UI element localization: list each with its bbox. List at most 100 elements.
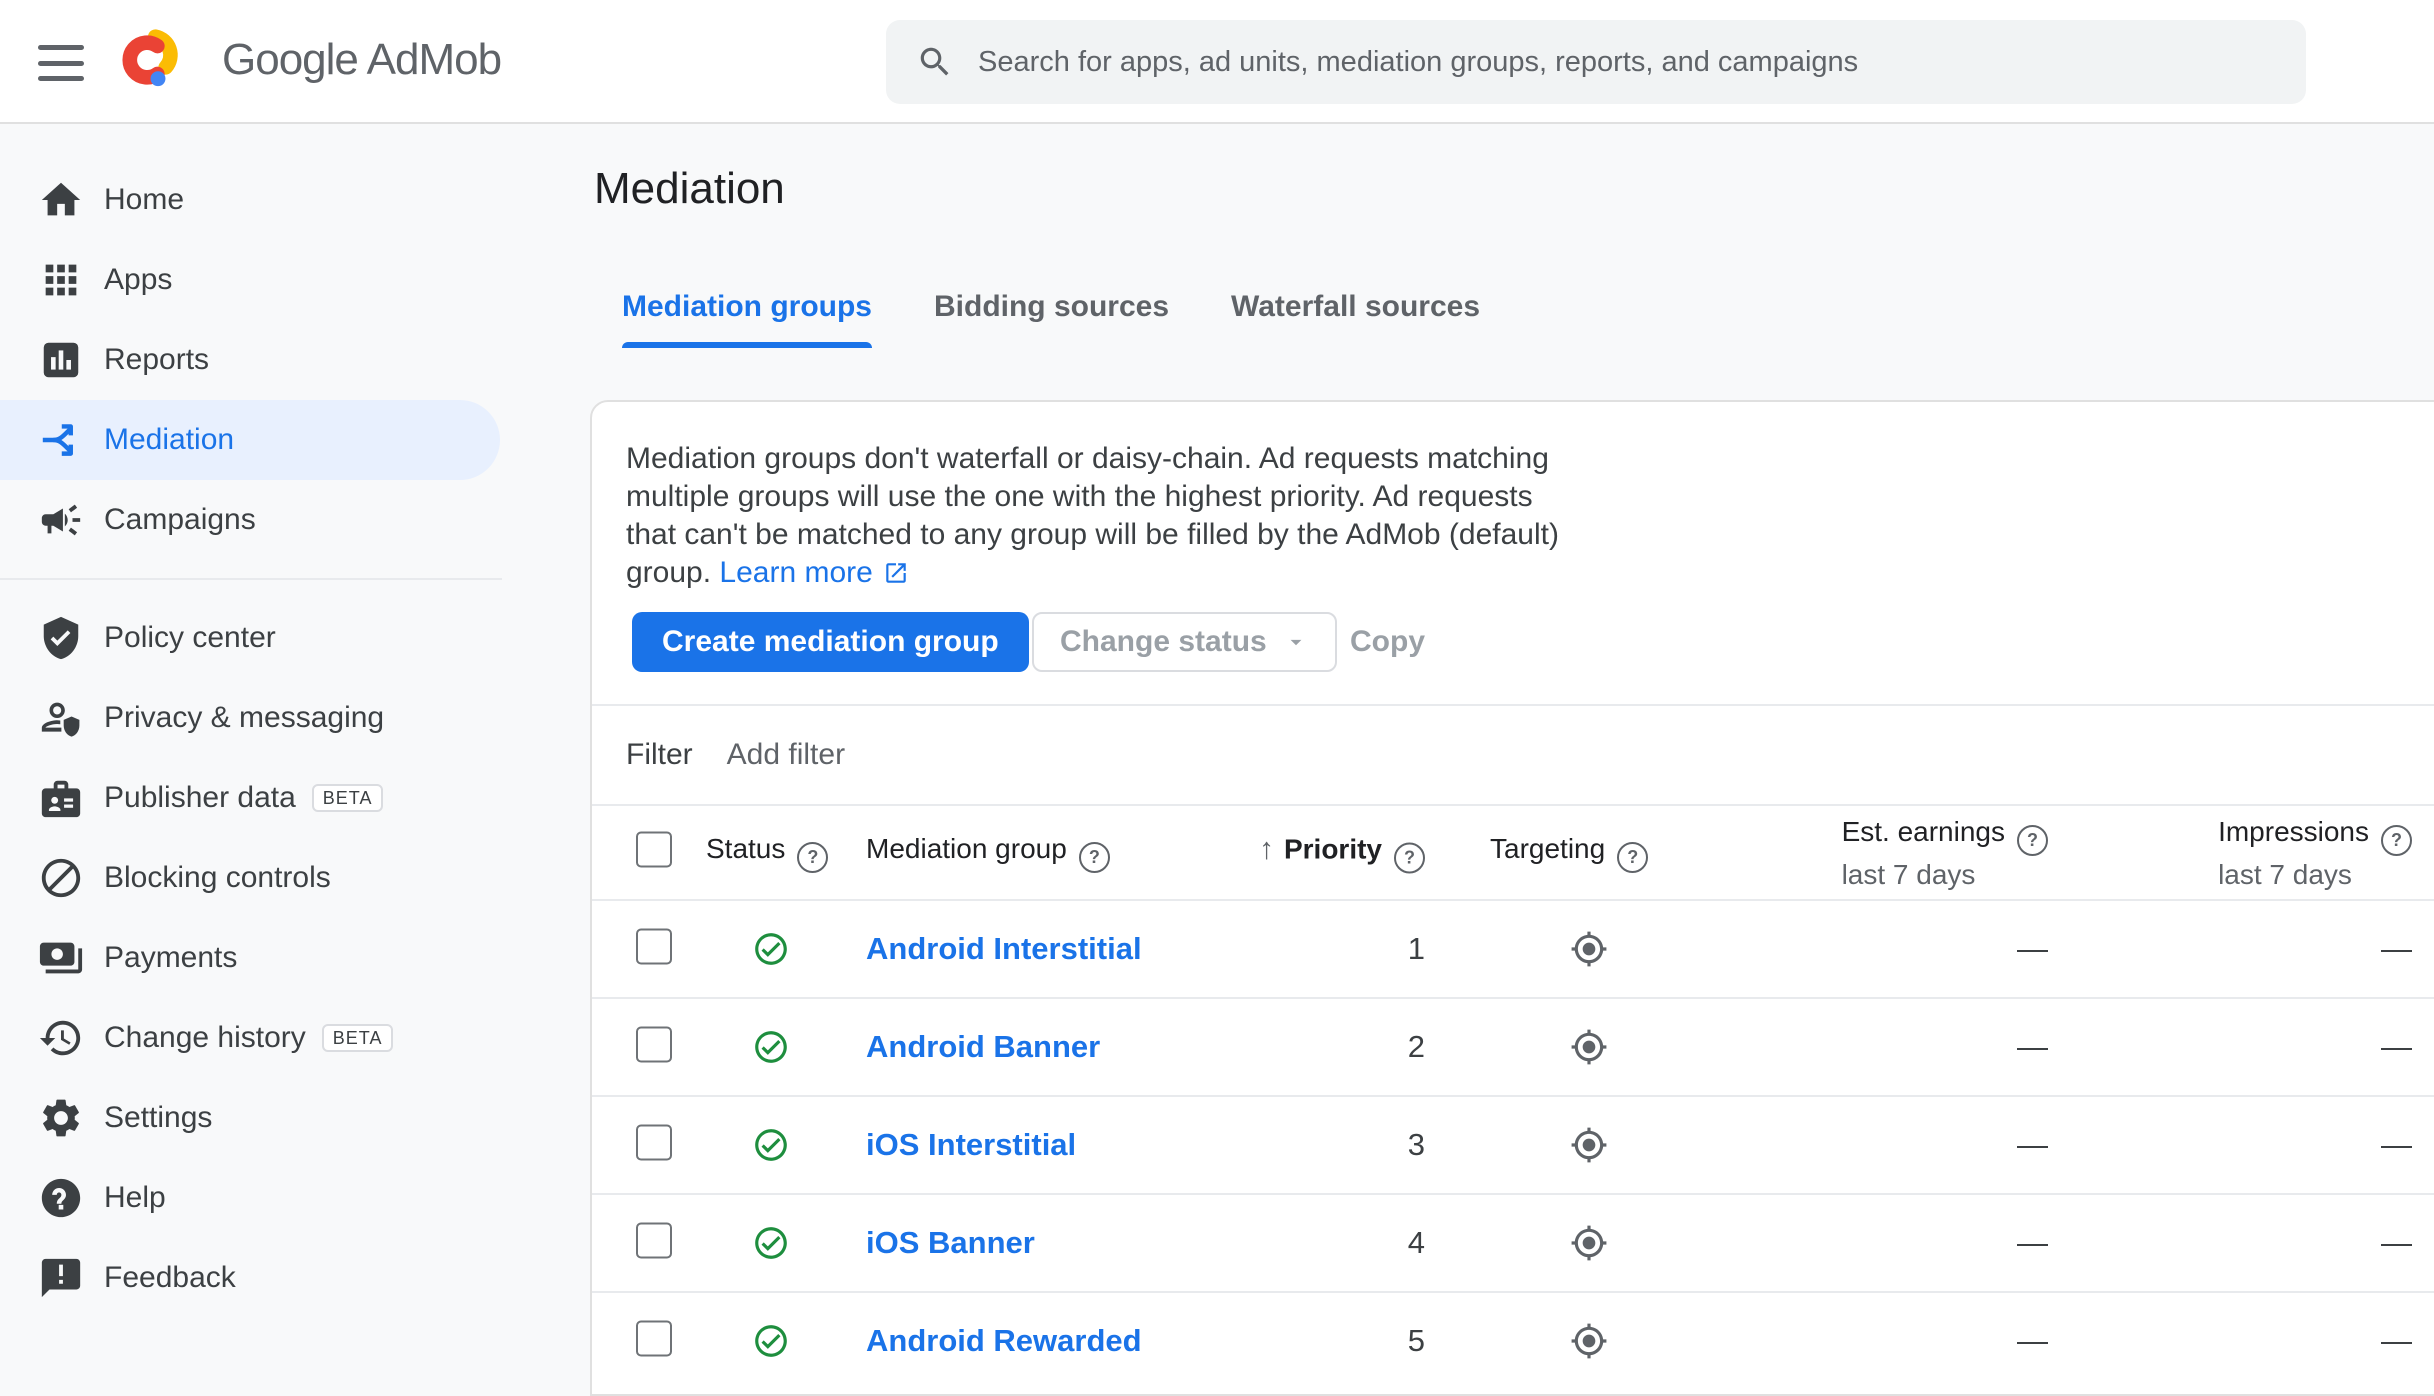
row-checkbox[interactable] bbox=[636, 1222, 672, 1259]
table-row: Android Banner 2 — — bbox=[592, 997, 2434, 1095]
menu-icon[interactable] bbox=[38, 45, 84, 81]
divider bbox=[592, 804, 2434, 806]
est-earnings-value: — bbox=[2017, 1127, 2048, 1162]
sidebar-item-blocking-controls[interactable]: Blocking controls bbox=[0, 838, 500, 918]
open-in-new-icon bbox=[886, 563, 906, 583]
filter-label: Filter bbox=[626, 738, 693, 771]
row-checkbox[interactable] bbox=[636, 928, 672, 965]
sidebar-item-label: Privacy & messaging bbox=[104, 701, 385, 734]
reports-icon bbox=[36, 335, 86, 385]
column-header-targeting[interactable]: Targeting? bbox=[1490, 833, 1649, 873]
settings-icon bbox=[36, 1093, 86, 1143]
admob-logo-icon bbox=[122, 29, 178, 87]
targeting-icon[interactable] bbox=[1570, 1224, 1608, 1262]
mediation-group-help-icon[interactable]: ? bbox=[1078, 841, 1110, 873]
select-all-checkbox[interactable] bbox=[636, 831, 672, 867]
targeting-icon[interactable] bbox=[1570, 1126, 1608, 1164]
column-header-status[interactable]: Status? bbox=[706, 833, 829, 873]
sidebar-item-label: Publisher data bbox=[104, 781, 296, 814]
status-enabled-icon bbox=[752, 930, 790, 968]
priority-value: 3 bbox=[1407, 1127, 1425, 1162]
tab-mediation-groups[interactable]: Mediation groups bbox=[622, 290, 872, 348]
tab-bidding-sources[interactable]: Bidding sources bbox=[934, 290, 1170, 323]
sidebar-item-privacy-messaging[interactable]: Privacy & messaging bbox=[0, 678, 500, 758]
priority-help-icon[interactable]: ? bbox=[1394, 842, 1425, 873]
status-help-icon[interactable]: ? bbox=[797, 841, 829, 873]
sidebar-item-payments[interactable]: Payments bbox=[0, 918, 500, 998]
top-app-bar: Google AdMob bbox=[0, 0, 2434, 124]
sidebar-item-reports[interactable]: Reports bbox=[0, 320, 500, 400]
table-row: iOS Interstitial 3 — — bbox=[592, 1095, 2434, 1193]
mediation-groups-panel: Mediation groups don't waterfall or dais… bbox=[590, 400, 2434, 1396]
mediation-group-link[interactable]: Android Banner bbox=[866, 1029, 1101, 1064]
sidebar-item-change-history[interactable]: Change history BETA bbox=[0, 998, 500, 1078]
sidebar-item-campaigns[interactable]: Campaigns bbox=[0, 480, 500, 560]
column-header-impressions[interactable]: Impressions? last 7 days bbox=[2112, 813, 2412, 893]
mediation-description: Mediation groups don't waterfall or dais… bbox=[626, 440, 1559, 592]
main-content: Mediation Mediation groups Bidding source… bbox=[586, 124, 2434, 1396]
mediation-group-link[interactable]: Android Rewarded bbox=[866, 1323, 1142, 1358]
impressions-value: — bbox=[2381, 1323, 2412, 1358]
status-enabled-icon bbox=[752, 1126, 790, 1164]
column-header-mediation-group[interactable]: Mediation group? bbox=[866, 833, 1110, 873]
targeting-icon[interactable] bbox=[1570, 1322, 1608, 1360]
column-header-priority[interactable]: ↑ Priority? bbox=[1225, 832, 1425, 873]
change-status-button[interactable]: Change status bbox=[1032, 612, 1337, 672]
sidebar-item-label: Settings bbox=[104, 1101, 213, 1134]
priority-value: 2 bbox=[1407, 1029, 1425, 1064]
sidebar-item-mediation[interactable]: Mediation bbox=[0, 400, 500, 480]
dropdown-arrow-icon bbox=[1290, 639, 1302, 646]
sidebar-item-label: Campaigns bbox=[104, 503, 256, 536]
sidebar-item-home[interactable]: Home bbox=[0, 160, 500, 240]
impressions-value: — bbox=[2381, 1225, 2412, 1260]
description-line: that can't be matched to any group will … bbox=[626, 518, 1559, 551]
admob-logo[interactable]: Google AdMob bbox=[118, 28, 502, 92]
est-earnings-value: — bbox=[2017, 1323, 2048, 1358]
beta-badge: BETA bbox=[311, 784, 384, 812]
learn-more-link[interactable]: Learn more bbox=[711, 556, 909, 589]
est-earnings-help-icon[interactable]: ? bbox=[2017, 824, 2048, 856]
copy-button[interactable]: Copy bbox=[1340, 612, 1435, 672]
help-icon bbox=[36, 1173, 86, 1223]
mediation-group-link[interactable]: iOS Banner bbox=[866, 1225, 1035, 1260]
add-filter-button[interactable]: Add filter bbox=[726, 738, 846, 771]
table-body: Android Interstitial 1 — — Android Banner 2 — —… bbox=[592, 899, 2434, 1389]
impressions-help-icon[interactable]: ? bbox=[2381, 824, 2412, 856]
tab-waterfall-sources[interactable]: Waterfall sources bbox=[1231, 290, 1481, 323]
mediation-icon bbox=[36, 415, 86, 465]
sidebar-item-publisher-data[interactable]: Publisher data BETA bbox=[0, 758, 500, 838]
row-checkbox[interactable] bbox=[636, 1124, 672, 1161]
beta-badge: BETA bbox=[321, 1024, 394, 1052]
impressions-value: — bbox=[2381, 1029, 2412, 1064]
history-icon bbox=[36, 1013, 86, 1063]
row-checkbox[interactable] bbox=[636, 1026, 672, 1063]
impressions-value: — bbox=[2381, 931, 2412, 966]
priority-value: 4 bbox=[1407, 1225, 1425, 1260]
column-header-est-earnings[interactable]: Est. earnings? last 7 days bbox=[1748, 813, 2048, 893]
sidebar-item-settings[interactable]: Settings bbox=[0, 1078, 500, 1158]
sidebar-item-label: Change history bbox=[104, 1021, 306, 1054]
sidebar-item-label: Home bbox=[104, 183, 185, 216]
global-search[interactable] bbox=[886, 20, 2306, 104]
create-mediation-group-button[interactable]: Create mediation group bbox=[632, 612, 1029, 672]
targeting-icon[interactable] bbox=[1570, 1028, 1608, 1066]
policy-icon bbox=[36, 613, 86, 663]
status-enabled-icon bbox=[752, 1322, 790, 1360]
sort-ascending-icon: ↑ bbox=[1258, 832, 1274, 865]
search-icon bbox=[920, 47, 949, 76]
privacy-icon bbox=[36, 693, 86, 743]
mediation-group-link[interactable]: iOS Interstitial bbox=[866, 1127, 1077, 1162]
feedback-icon bbox=[36, 1253, 86, 1303]
sidebar-item-help[interactable]: Help bbox=[0, 1158, 500, 1238]
targeting-icon[interactable] bbox=[1570, 930, 1608, 968]
mediation-group-link[interactable]: Android Interstitial bbox=[866, 931, 1142, 966]
description-line: group. Learn more bbox=[626, 554, 1559, 592]
sidebar-item-apps[interactable]: Apps bbox=[0, 240, 500, 320]
targeting-help-icon[interactable]: ? bbox=[1617, 841, 1649, 873]
sidebar-item-feedback[interactable]: Feedback bbox=[0, 1238, 500, 1318]
sidebar-item-policy-center[interactable]: Policy center bbox=[0, 598, 500, 678]
impressions-value: — bbox=[2381, 1127, 2412, 1162]
row-checkbox[interactable] bbox=[636, 1320, 672, 1357]
search-input[interactable] bbox=[976, 44, 2276, 80]
